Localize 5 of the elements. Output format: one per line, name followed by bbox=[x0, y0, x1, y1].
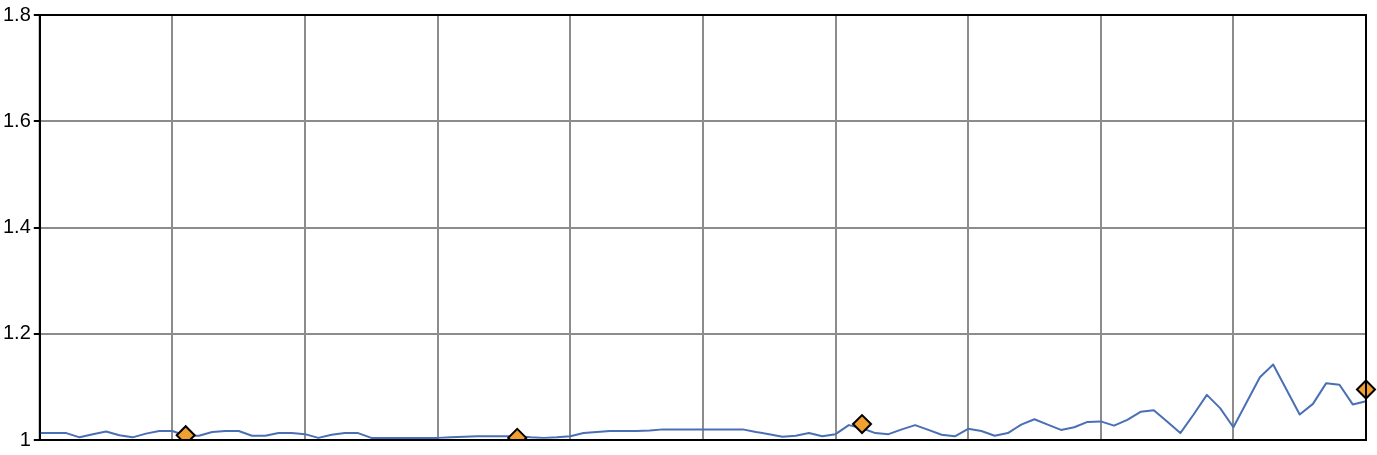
y-tick-label: 1.2 bbox=[2, 321, 31, 344]
y-tick-label: 1.6 bbox=[2, 108, 31, 131]
y-tick-label: 1.8 bbox=[2, 2, 31, 25]
y-tick-label: 1.4 bbox=[2, 215, 31, 238]
y-tick-label: 1 bbox=[19, 427, 31, 450]
